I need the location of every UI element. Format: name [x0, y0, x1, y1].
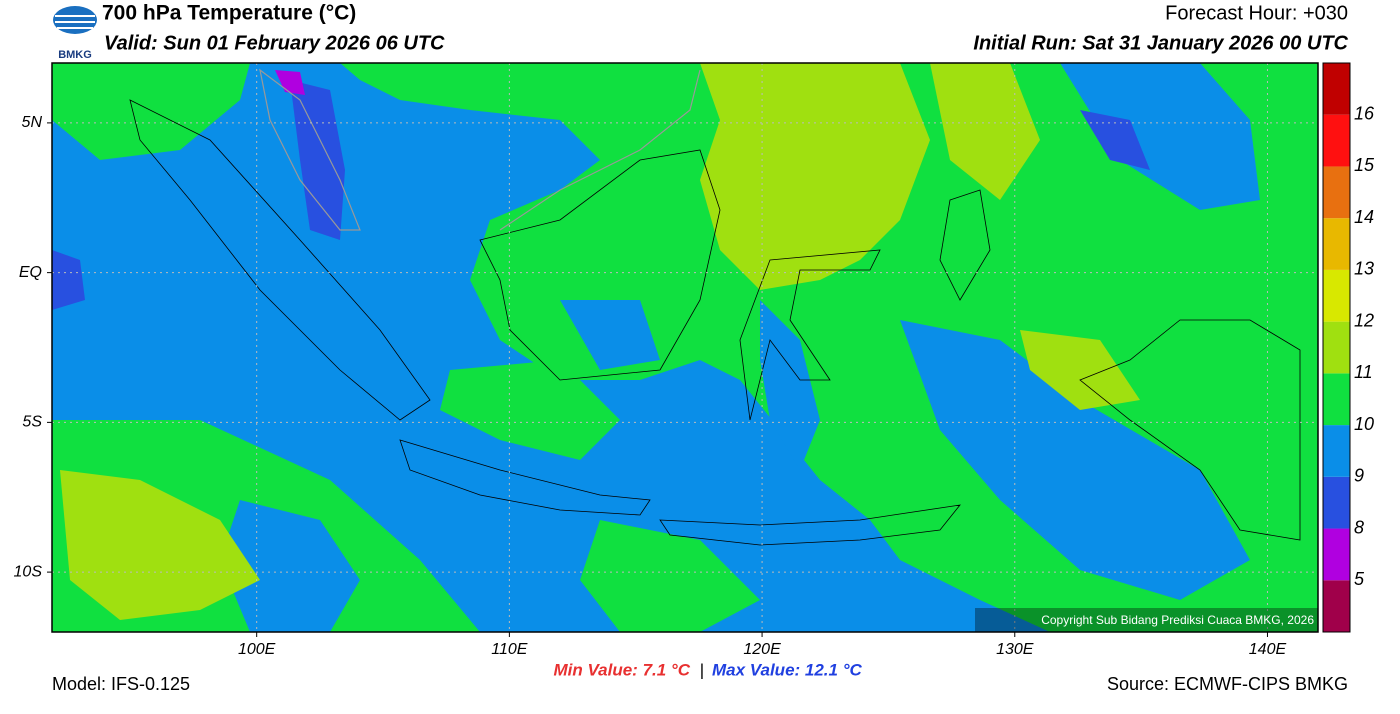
map-frame: [51, 62, 1319, 633]
lon-tick-label: 110E: [491, 641, 528, 658]
lon-tick-label: 130E: [996, 641, 1034, 658]
lon-tick-label: 100E: [238, 641, 276, 658]
logo-text: BMKG: [58, 49, 92, 61]
logo: BMKG: [53, 6, 97, 61]
lon-tick-label: 120E: [743, 641, 781, 658]
copyright: Copyright Sub Bidang Prediksi Cuaca BMKG…: [1041, 613, 1314, 627]
source: Source: ECMWF-CIPS BMKG: [1107, 674, 1348, 694]
separator: |: [700, 660, 704, 679]
colorbar-band: [1323, 476, 1350, 529]
colorbar-label: 13: [1354, 259, 1374, 279]
colorbar-band: [1323, 528, 1350, 581]
colorbar-band: [1323, 373, 1350, 426]
colorbar-label: 12: [1354, 310, 1374, 330]
colorbar-label: 10: [1354, 414, 1374, 434]
colorbar-band: [1323, 321, 1350, 374]
colorbar-band: [1323, 218, 1350, 270]
lat-tick-label: 5S: [22, 414, 42, 431]
initial-run: Initial Run: Sat 31 January 2026 00 UTC: [973, 32, 1348, 54]
model: Model: IFS-0.125: [52, 674, 190, 694]
colorbar-label: 9: [1354, 466, 1364, 486]
forecast-hour: Forecast Hour: +030: [1165, 2, 1348, 24]
colorbar-label: 14: [1354, 207, 1374, 227]
colorbar-label: 16: [1354, 103, 1375, 123]
colorbar-band: [1323, 166, 1350, 219]
copyright-box: [975, 608, 1318, 632]
valid-time: Valid: Sun 01 February 2026 06 UTC: [104, 32, 445, 54]
graticule: [47, 63, 1318, 637]
map-field: [52, 63, 1318, 632]
max-value: Max Value: 12.1 °C: [712, 660, 863, 679]
colorbar-label: 11: [1354, 362, 1373, 382]
min-value: Min Value: 7.1 °C: [553, 660, 690, 679]
lat-tick-label: 5N: [22, 114, 43, 131]
colorbar-band: [1323, 580, 1350, 632]
title: 700 hPa Temperature (°C): [102, 2, 356, 25]
colorbar-label: 8: [1354, 517, 1364, 537]
colorbar-label: 5: [1354, 569, 1365, 589]
colorbar-band: [1323, 425, 1350, 477]
colorbar-frame: [1322, 62, 1351, 633]
lon-tick-label: 140E: [1249, 641, 1287, 658]
colorbar-band: [1323, 114, 1350, 167]
lat-tick-label: 10S: [14, 563, 43, 580]
colorbar: 5 8 9 10 11 12 13 14 15 16: [1322, 62, 1375, 633]
colorbar-band: [1323, 63, 1350, 115]
colorbar-band: [1323, 269, 1350, 322]
colorbar-label: 15: [1354, 155, 1375, 175]
lat-tick-label: EQ: [19, 264, 42, 281]
